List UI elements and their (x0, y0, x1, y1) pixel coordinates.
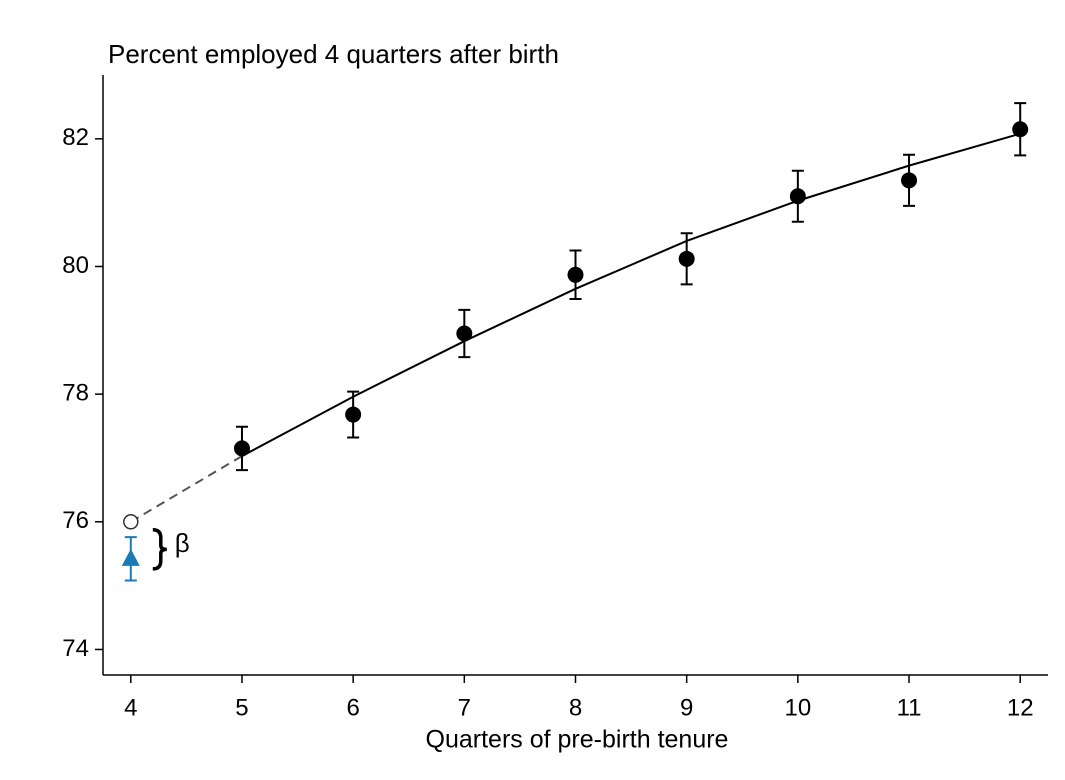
x-tick-label: 7 (458, 694, 471, 721)
point (567, 266, 584, 283)
annotation: β (175, 528, 190, 558)
y-tick-label: 80 (62, 252, 89, 279)
x-axis-label: Quarters of pre-birth tenure (426, 726, 729, 754)
x-tick-label: 4 (124, 694, 137, 721)
x-tick-label: 12 (1007, 694, 1034, 721)
point (1012, 121, 1029, 138)
brace (152, 528, 167, 571)
chart-title: Percent employed 4 quarters after birth (108, 39, 559, 69)
y-tick-label: 76 (62, 507, 89, 534)
point (789, 188, 806, 205)
x-tick-label: 11 (897, 694, 922, 721)
y-tick-label: 74 (62, 635, 89, 662)
x-tick-label: 10 (785, 694, 812, 721)
fit-line (241, 132, 1021, 457)
point (121, 548, 140, 566)
y-tick-label: 82 (62, 124, 89, 151)
counterfactual-point (123, 514, 139, 530)
x-tick-label: 9 (680, 694, 693, 721)
extrapolation-line (130, 455, 243, 523)
y-tick-label: 78 (62, 379, 89, 406)
point (678, 250, 695, 267)
x-tick-label: 5 (235, 694, 248, 721)
point (345, 406, 362, 423)
point (456, 325, 473, 342)
x-tick-label: 8 (569, 694, 582, 721)
point (233, 440, 250, 457)
point (901, 172, 918, 189)
x-tick-label: 6 (346, 694, 359, 721)
